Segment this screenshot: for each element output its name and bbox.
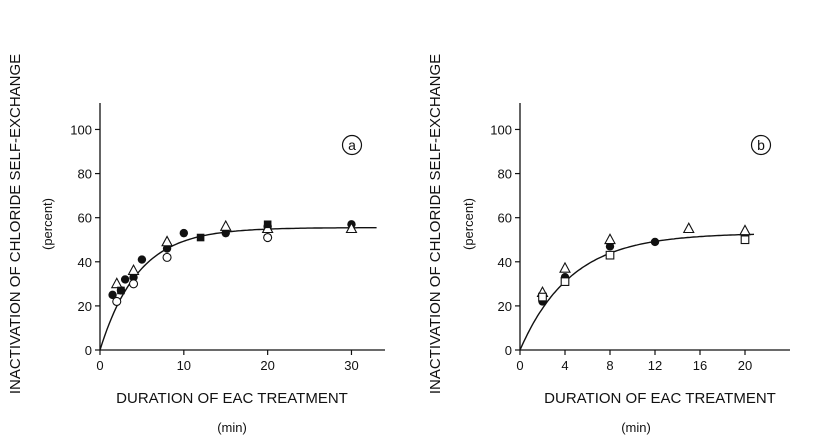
data-point-filled-circle (605, 242, 615, 251)
y-tick-label: 60 (498, 211, 512, 226)
y-tick-label: 0 (505, 343, 512, 358)
y-tick-label: 0 (85, 343, 92, 358)
y-axis-unit: (percent) (461, 198, 476, 250)
data-point-filled-square (117, 286, 125, 295)
y-axis-unit: (percent) (40, 198, 55, 250)
y-tick-label: 20 (498, 299, 512, 314)
y-axis-title: INACTIVATION OF CHLORIDE SELF-EXCHANGE (427, 54, 444, 394)
y-tick-label: 40 (498, 255, 512, 270)
data-point-open-triangle (127, 263, 140, 275)
data-point-filled-square (263, 220, 272, 229)
panel-label-circle (750, 134, 772, 156)
x-tick-label: 20 (260, 358, 274, 373)
panel-a: INACTIVATION OF CHLORIDE SELF-EXCHANGE (… (7, 54, 385, 435)
data-point-open-triangle (682, 222, 695, 234)
data-point-open-circle (128, 279, 139, 289)
y-tick-label: 40 (78, 255, 92, 270)
y-tick-label: 60 (78, 211, 92, 226)
data-point-open-square (560, 277, 570, 286)
data-point-open-circle (263, 232, 273, 243)
y-tick-label: 80 (498, 167, 512, 182)
data-point-filled-square (196, 233, 205, 242)
x-axis-unit: (min) (217, 420, 247, 435)
data-point-filled-circle (129, 273, 138, 282)
data-point-open-circle (162, 252, 172, 262)
data-point-filled-circle (137, 255, 147, 264)
x-axis-title: DURATION OF EAC TREATMENT (116, 390, 348, 407)
data-point-filled-circle (120, 275, 130, 284)
fit-curve (519, 233, 755, 351)
data-point-open-square (740, 235, 750, 245)
fit-curve (99, 227, 377, 351)
x-tick-label: 0 (96, 358, 103, 373)
data-point-open-triangle (161, 235, 173, 247)
panel-label-circle (341, 134, 363, 156)
x-tick-label: 4 (561, 358, 568, 373)
x-tick-label: 8 (606, 358, 613, 373)
data-point-filled-circle (650, 237, 660, 247)
data-point-filled-circle (179, 228, 189, 238)
panel-label-badge: b (750, 134, 772, 156)
data-point-filled-circle (162, 244, 172, 253)
panel-label: a (348, 137, 356, 153)
data-point-open-triangle (559, 261, 571, 273)
y-tick-label: 80 (78, 167, 92, 182)
data-point-open-triangle (345, 222, 358, 234)
y-axis-title: INACTIVATION OF CHLORIDE SELF-EXCHANGE (7, 54, 24, 394)
x-axis-title: DURATION OF EAC TREATMENT (544, 390, 776, 407)
panel-label: b (757, 137, 765, 153)
x-tick-label: 30 (344, 358, 358, 373)
data-point-open-square (605, 250, 615, 260)
data-point-open-triangle (219, 219, 232, 231)
x-axis-unit: (min) (621, 420, 651, 435)
x-tick-label: 0 (516, 358, 523, 373)
data-point-open-square (538, 292, 547, 302)
data-point-filled-circle (221, 228, 230, 238)
x-tick-label: 12 (648, 358, 662, 373)
panel-label-badge: a (341, 134, 363, 156)
data-point-filled-circle (108, 290, 117, 300)
x-tick-label: 16 (693, 358, 707, 373)
y-tick-label: 20 (78, 299, 92, 314)
x-tick-label: 20 (738, 358, 752, 373)
y-tick-label: 100 (490, 122, 512, 137)
y-tick-label: 100 (70, 122, 92, 137)
panel-b: INACTIVATION OF CHLORIDE SELF-EXCHANGE (… (427, 54, 790, 435)
data-point-open-triangle (604, 233, 616, 245)
data-point-open-triangle (739, 224, 751, 236)
data-point-open-circle (112, 296, 122, 307)
x-tick-label: 10 (177, 358, 191, 373)
data-point-open-triangle (110, 277, 123, 289)
